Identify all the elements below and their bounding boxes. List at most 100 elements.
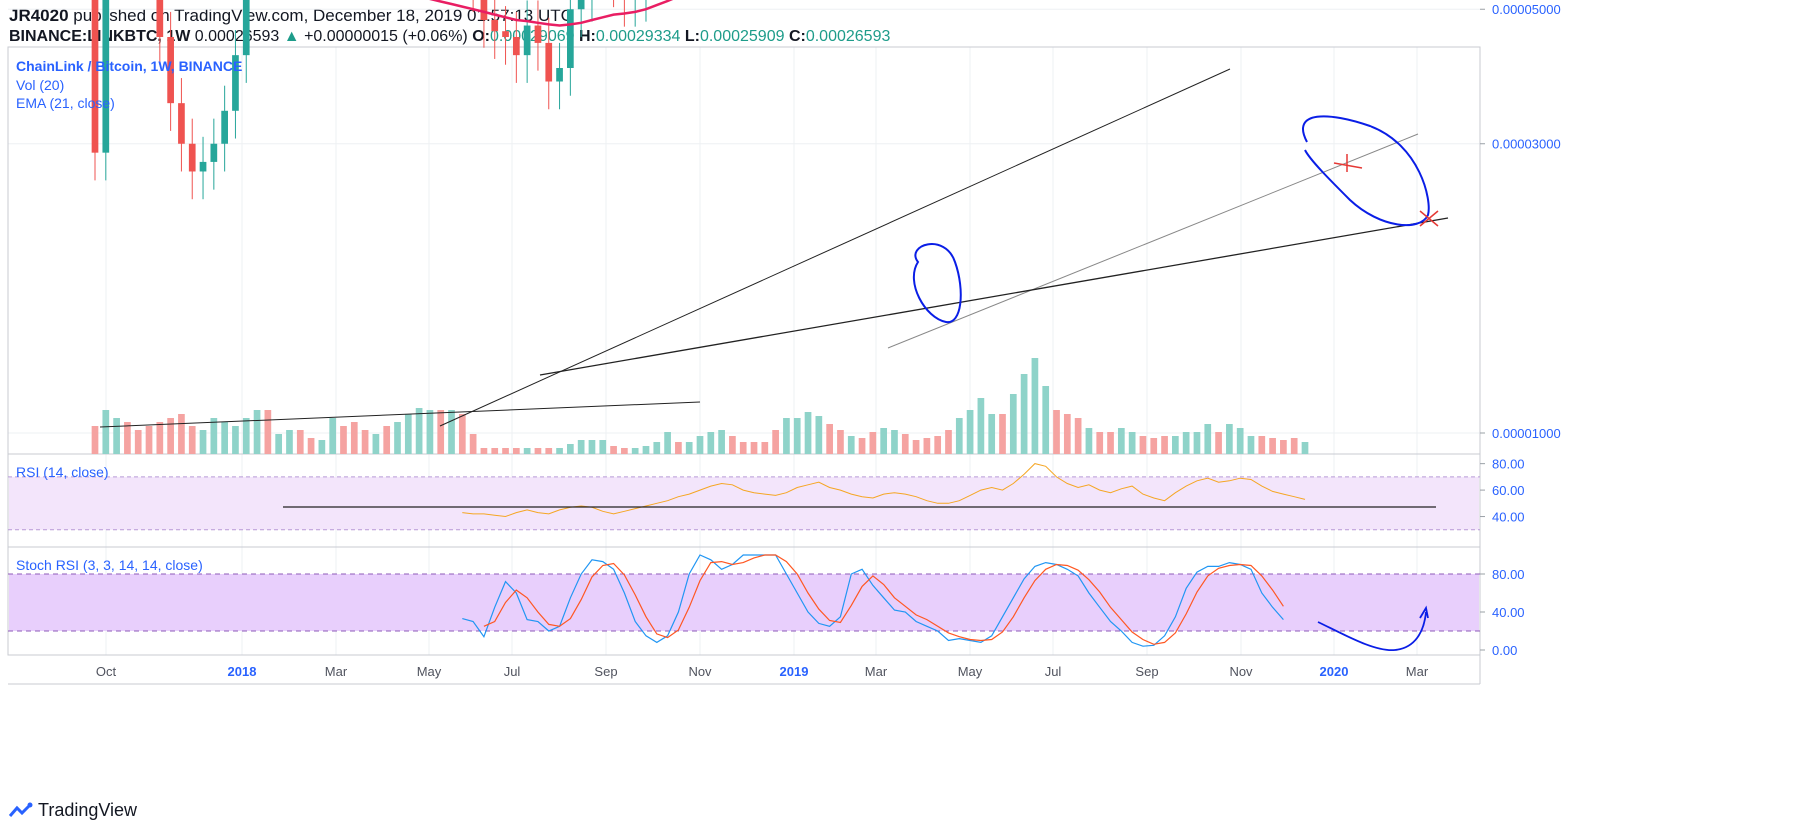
price-tick-label: 0.00001000 — [1492, 426, 1561, 441]
rsi-band-fill — [9, 476, 1479, 530]
time-tick-label: Jul — [504, 664, 521, 679]
rising-wedge-line — [887, 133, 1419, 349]
volume-bar — [502, 448, 509, 454]
rsi-tick-label: 60.00 — [1492, 483, 1525, 498]
volume-bar — [361, 430, 369, 454]
volume-bar — [977, 398, 985, 454]
time-tick-label: 2020 — [1320, 664, 1349, 679]
candle-body — [242, 0, 250, 56]
candle-body — [567, 9, 574, 68]
volume-bar — [534, 448, 542, 454]
volume-bar — [156, 422, 164, 454]
candle-body — [221, 110, 228, 144]
volume-bar — [588, 440, 596, 454]
volume-bar — [1063, 414, 1071, 454]
volume-bar — [923, 438, 931, 454]
volume-bar — [134, 430, 142, 454]
volume-bar — [1161, 436, 1168, 454]
stoch-tick-label: 0.00 — [1492, 643, 1517, 658]
candle-body — [502, 31, 509, 37]
volume-bar — [458, 414, 466, 454]
candle-body — [188, 143, 196, 172]
open-label: O: — [472, 28, 490, 45]
candle-body — [167, 36, 174, 104]
low-value: 0.00025909 — [699, 28, 785, 45]
volume-bar — [1204, 424, 1212, 454]
volume-bar — [329, 418, 337, 454]
hidden — [520, 69, 1230, 405]
projection-curve-annotation — [1302, 115, 1430, 227]
volume-bar — [826, 424, 833, 454]
volume-bar — [167, 418, 174, 454]
author[interactable]: JR4020 — [9, 6, 69, 25]
legend-ema: EMA (21, close) — [16, 95, 115, 111]
volume-bar — [383, 426, 391, 454]
legend-stoch: Stoch RSI (3, 3, 14, 14, close) — [16, 557, 203, 573]
volume-bar — [469, 434, 477, 454]
volume-bar — [124, 422, 131, 454]
tradingview-logo[interactable]: TradingView — [8, 800, 137, 821]
legend-volume: Vol (20) — [16, 77, 64, 93]
volume-bar — [599, 440, 607, 454]
stoch-k-line — [462, 554, 1284, 647]
volume-bar — [664, 432, 671, 454]
volume-bar — [480, 448, 488, 454]
volume-bar — [1280, 440, 1287, 454]
stoch-tick-label: 40.00 — [1492, 605, 1525, 620]
volume-bar — [1107, 432, 1114, 454]
volume-bar — [1193, 432, 1201, 454]
volume-bar — [815, 416, 823, 454]
volume-bar — [1053, 410, 1060, 454]
candle-body — [91, 0, 99, 153]
candle-body — [556, 68, 563, 82]
candle-body — [156, 0, 164, 37]
volume-bar — [372, 434, 380, 454]
candle-body — [232, 55, 239, 111]
volume-bar — [1247, 436, 1255, 454]
volume-bar — [1117, 428, 1125, 454]
publish-date: published on TradingView.com, December 1… — [68, 6, 573, 25]
candle-body — [512, 36, 520, 56]
volume-bar — [426, 410, 434, 454]
volume-bar — [837, 430, 844, 454]
candle-body — [480, 0, 488, 20]
close-value: 0.00026593 — [805, 28, 891, 45]
time-tick-label: May — [958, 664, 983, 679]
up-arrow-icon: ▲ — [283, 28, 300, 45]
time-tick-label: Mar — [1406, 664, 1429, 679]
volume-bar — [880, 428, 888, 454]
volume-bar — [718, 430, 725, 454]
volume-bar — [804, 412, 812, 454]
volume-bar — [577, 440, 585, 454]
volume-bar — [286, 430, 293, 454]
volume-bar — [448, 410, 455, 454]
volume-bar — [1150, 438, 1158, 454]
long-term-trendline — [539, 217, 1449, 376]
volume-bar — [1182, 432, 1190, 454]
brand-name: TradingView — [38, 800, 138, 820]
volume-bar — [512, 448, 520, 454]
volume-bar — [318, 440, 326, 454]
volume-bar — [210, 418, 218, 454]
candle-body — [178, 103, 185, 144]
ema-line — [429, 0, 674, 27]
volume-bar — [685, 442, 693, 454]
volume-bar — [934, 436, 942, 454]
volume-bar — [275, 434, 283, 454]
volume-bar — [188, 426, 196, 454]
volume-bar — [707, 432, 715, 454]
price-tick-label: 0.00003000 — [1492, 137, 1561, 152]
rising-channel-upper — [439, 68, 1231, 427]
stoch-tick-label: 80.00 — [1492, 567, 1525, 582]
volume-bar — [772, 430, 779, 454]
volume-bar — [296, 430, 304, 454]
volume-bar — [1269, 438, 1276, 454]
volume-bar — [750, 442, 758, 454]
time-tick-label: Jul — [1045, 664, 1062, 679]
volume-bar — [340, 426, 347, 454]
volume-bar — [1031, 358, 1039, 454]
rsi-line — [462, 463, 1306, 518]
tradingview-logo-icon — [8, 802, 33, 817]
volume-bar — [145, 426, 153, 454]
